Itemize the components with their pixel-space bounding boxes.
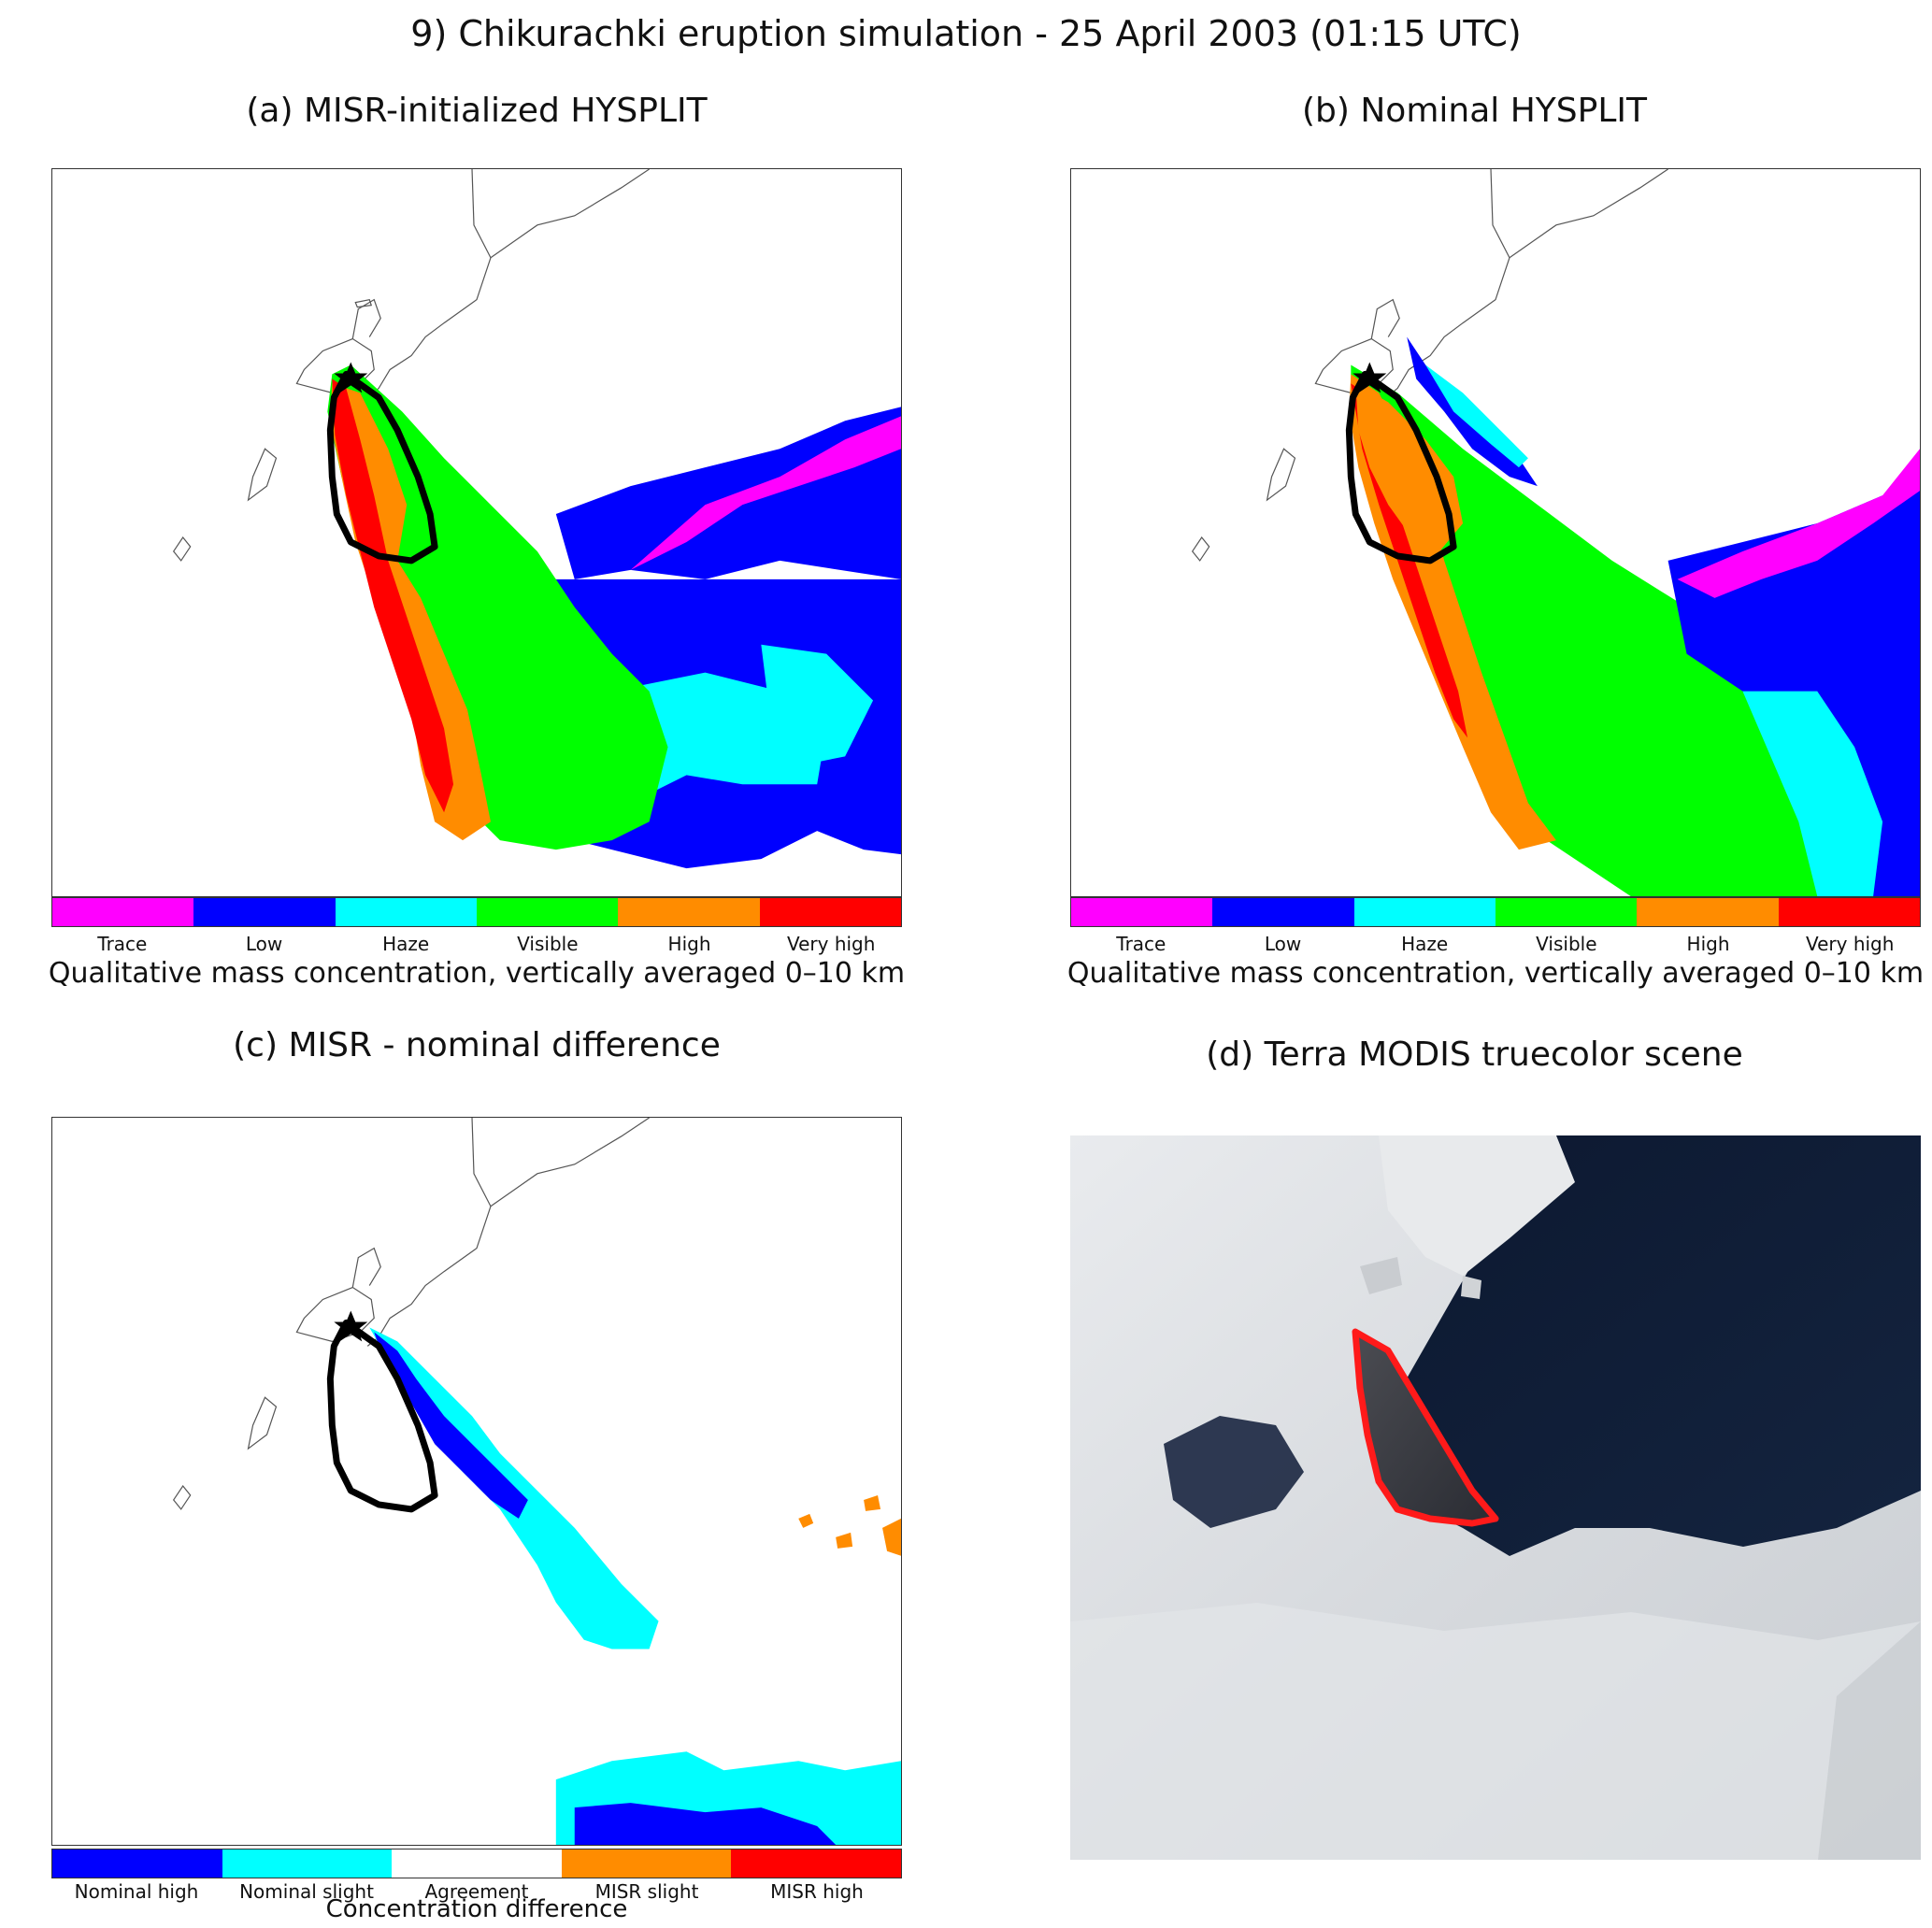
colorbar-label: High: [667, 933, 711, 955]
colorbar-label: Agreement: [424, 1880, 529, 1903]
colorbar-c-seg-misr-slight: [561, 1849, 732, 1878]
colorbar-b-title: Qualitative mass concentration, vertical…: [1066, 957, 1925, 990]
colorbar-c-seg-agreement: [392, 1849, 562, 1878]
colorbar-label: High: [1686, 933, 1730, 955]
panel-a-map: [51, 168, 902, 897]
panel-d-satellite-image: [1070, 1135, 1921, 1860]
colorbar-a: [51, 897, 902, 927]
misr-plume-outline: [326, 370, 438, 564]
colorbar-c: [51, 1849, 902, 1878]
difference-fields: [369, 1327, 901, 1845]
colorbar-b-seg-low: [1212, 898, 1354, 926]
colorbar-c-seg-nominal-high: [52, 1849, 222, 1878]
colorbar-b-seg-trace: [1071, 898, 1213, 926]
star-icon: [334, 362, 368, 393]
figure-title: 9) Chikurachki eruption simulation - 25 …: [410, 13, 1522, 54]
panel-b-title: (b) Nominal HYSPLIT: [1301, 92, 1648, 130]
star-icon: [1352, 362, 1387, 393]
misr-plume-outline: [1345, 370, 1457, 564]
colorbar-label: Trace: [1116, 933, 1166, 955]
colorbar-a-labels: Trace Low Haze Visible High Very high: [51, 933, 902, 955]
panel-a-title: (a) MISR-initialized HYSPLIT: [246, 92, 708, 130]
colorbar-c-seg-misr-high: [731, 1849, 901, 1878]
colorbar-b-seg-very-high: [1778, 898, 1920, 926]
panel-c-map: [51, 1117, 902, 1846]
plume-fields: [1349, 336, 1920, 896]
colorbar-label: Very high: [786, 933, 876, 955]
colorbar-c-labels: Nominal high Nominal slight Agreement MI…: [51, 1880, 902, 1903]
colorbar-label: Very high: [1805, 933, 1895, 955]
panel-b-map: [1070, 168, 1921, 897]
coastline: [172, 1118, 650, 1510]
colorbar-c-seg-nominal-slight: [222, 1849, 393, 1878]
colorbar-label: Nominal slight: [239, 1880, 374, 1903]
colorbar-b-labels: Trace Low Haze Visible High Very high: [1070, 933, 1921, 955]
colorbar-label: Trace: [97, 933, 148, 955]
colorbar-a-seg-very-high: [759, 898, 901, 926]
coastline: [1191, 169, 1668, 562]
panel-d-title: (d) Terra MODIS truecolor scene: [1206, 1035, 1743, 1074]
colorbar-label: Visible: [1536, 933, 1597, 955]
modis-plume-outline: [1352, 1328, 1499, 1527]
colorbar-b-seg-high: [1637, 898, 1779, 926]
colorbar-label: Visible: [517, 933, 579, 955]
colorbar-a-seg-high: [618, 898, 760, 926]
colorbar-a-title: Qualitative mass concentration, vertical…: [48, 957, 906, 990]
colorbar-label: Haze: [1401, 933, 1449, 955]
colorbar-a-seg-haze: [335, 898, 477, 926]
colorbar-label: Haze: [382, 933, 430, 955]
colorbar-a-seg-visible: [476, 898, 619, 926]
colorbar-label: MISR high: [770, 1880, 864, 1903]
misr-plume-outline: [326, 1319, 438, 1513]
colorbar-a-seg-trace: [52, 898, 194, 926]
colorbar-b-seg-visible: [1495, 898, 1638, 926]
star-icon: [334, 1310, 368, 1342]
plume-visible-high: [327, 364, 668, 850]
colorbar-label: MISR slight: [594, 1880, 699, 1903]
colorbar-a-seg-low: [193, 898, 336, 926]
colorbar-c-title: Concentration difference: [325, 1895, 628, 1923]
panel-c-title: (c) MISR - nominal difference: [233, 1026, 721, 1064]
colorbar-label: Nominal high: [74, 1880, 199, 1903]
colorbar-b-seg-haze: [1353, 898, 1496, 926]
colorbar-b: [1070, 897, 1921, 927]
ocean-area: [1369, 1135, 1921, 1556]
colorbar-label: Low: [245, 933, 283, 955]
colorbar-label: Low: [1264, 933, 1302, 955]
